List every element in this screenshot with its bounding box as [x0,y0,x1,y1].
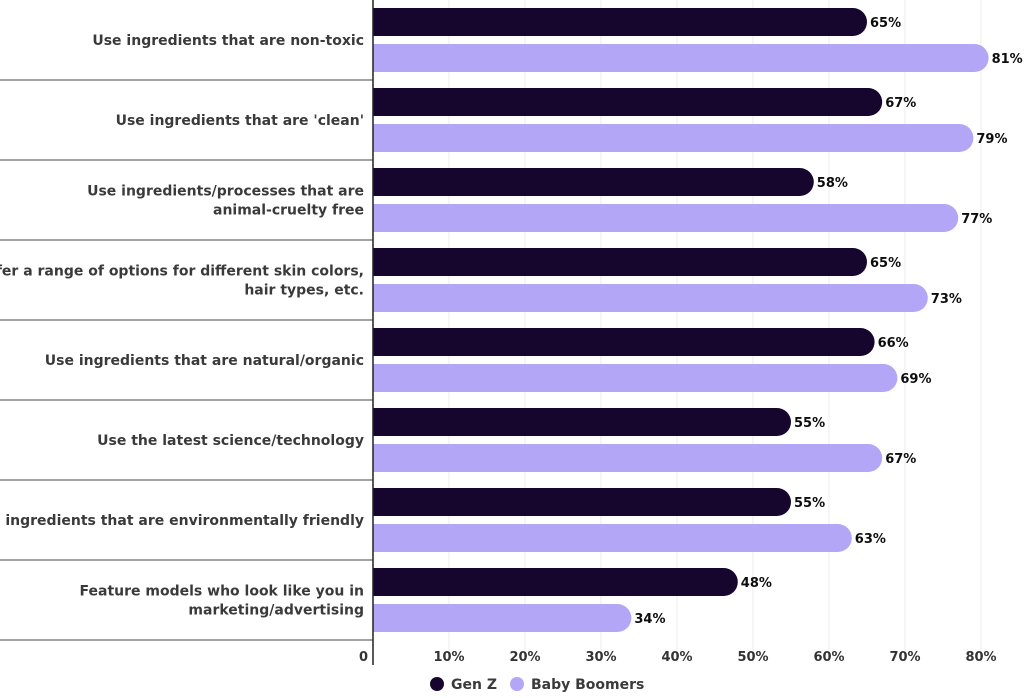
category-label: Offer a range of options for different s… [0,264,364,280]
data-label: 34% [634,612,665,627]
data-label: 73% [931,292,962,307]
category-label: hair types, etc. [244,283,364,299]
bar-baby-boomers [373,604,632,632]
bar-gen-z [373,328,875,356]
legend-label: Baby Boomers [531,677,644,693]
bar-baby-boomers [373,124,974,152]
x-axis-tick-labels: 0 10% 20% 30% 40% 50% 60% 70% 80% [359,650,997,665]
bar-gen-z [373,88,883,116]
x-tick-label: 30% [585,650,616,665]
data-label: 63% [855,532,886,547]
x-tick-label: 70% [889,650,920,665]
category-label: Use ingredients that are non-toxic [92,33,364,49]
legend-swatch [430,677,444,691]
category-label: Use ingredients that are environmentally… [0,513,364,529]
data-label: 81% [992,52,1023,67]
x-tick-label: 80% [965,650,996,665]
data-label: 69% [900,372,931,387]
x-tick-label: 50% [737,650,768,665]
bar-gen-z [373,488,791,516]
bar-baby-boomers [373,44,989,72]
legend-label: Gen Z [451,677,497,693]
bar-gen-z [373,568,738,596]
data-label: 67% [885,96,916,111]
data-label: 66% [878,336,909,351]
data-label: 67% [885,452,916,467]
bar-gen-z [373,8,867,36]
category-label: Use ingredients that are natural/organic [45,353,364,369]
x-tick-label: 10% [433,650,464,665]
data-label: 65% [870,256,901,271]
x-tick-label: 60% [813,650,844,665]
data-label: 65% [870,16,901,31]
x-tick-label: 40% [661,650,692,665]
category-label: Use ingredients that are 'clean' [116,113,364,129]
bar-baby-boomers [373,204,959,233]
bars [373,8,989,632]
bar-gen-z [373,168,814,196]
bar-baby-boomers [373,524,852,552]
data-label: 58% [817,176,848,191]
data-label: 48% [741,576,772,591]
category-labels: Use ingredients that are non-toxic Use in… [0,33,364,619]
legend: Gen Z Baby Boomers [430,677,644,693]
category-label: marketing/advertising [188,603,364,619]
x-tick-label: 20% [509,650,540,665]
data-label: 55% [794,496,825,511]
bar-baby-boomers [373,444,883,472]
category-label: Feature models who look like you in [80,584,364,600]
bar-gen-z [373,248,867,276]
value-labels: 65% 81% 67% 79% 58% 77% 65% 73% 66% 69% 55% 67% 55% 6… [634,16,1022,627]
data-label: 77% [961,212,992,227]
x-tick-label: 0 [359,650,368,665]
category-label: animal-cruelty free [213,203,364,219]
bar-baby-boomers [373,364,898,392]
legend-swatch [510,677,524,691]
bar-gen-z [373,408,791,436]
category-label: Use ingredients/processes that are [87,184,364,200]
bar-baby-boomers [373,284,928,312]
category-separators [0,79,373,641]
data-label: 55% [794,416,825,431]
data-label: 79% [976,132,1007,147]
category-label: Use the latest science/technology [97,433,364,449]
